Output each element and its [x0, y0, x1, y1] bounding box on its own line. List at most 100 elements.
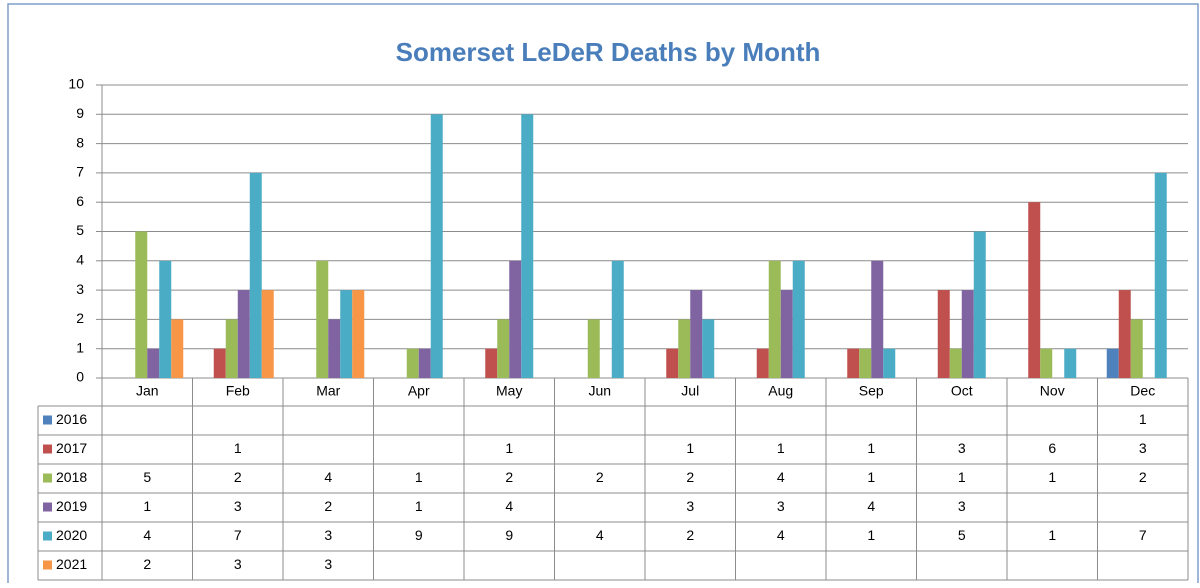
- x-tick-label: Nov: [1040, 383, 1065, 399]
- bar: [352, 290, 365, 378]
- table-value: 2: [686, 527, 694, 543]
- bar: [135, 231, 148, 378]
- bar: [1118, 290, 1131, 378]
- table-value: 1: [505, 440, 513, 456]
- table-value: 9: [505, 527, 513, 543]
- bar: [871, 260, 884, 378]
- table-value: 1: [143, 498, 151, 514]
- table-value: 6: [1048, 440, 1056, 456]
- y-tick-label: 6: [76, 193, 84, 209]
- bar: [702, 319, 715, 378]
- table-value: 1: [415, 469, 423, 485]
- y-tick-label: 4: [76, 252, 84, 268]
- legend-swatch: [43, 531, 52, 541]
- legend-label: 2021: [56, 556, 87, 572]
- y-tick-label: 10: [68, 76, 84, 92]
- table-value: 1: [867, 469, 875, 485]
- bar: [237, 290, 250, 378]
- table-value: 1: [867, 440, 875, 456]
- y-tick-label: 2: [76, 310, 84, 326]
- bar: [1154, 172, 1167, 378]
- table-value: 7: [234, 527, 242, 543]
- bar: [587, 319, 600, 378]
- x-tick-label: Dec: [1130, 383, 1155, 399]
- bar: [418, 348, 431, 378]
- legend-swatch: [43, 444, 52, 454]
- x-tick-label: Aug: [768, 383, 793, 399]
- table-value: 1: [777, 440, 785, 456]
- bar: [1028, 202, 1041, 378]
- bar: [316, 260, 329, 378]
- x-tick-label: Jun: [588, 383, 611, 399]
- legend-label: 2016: [56, 411, 87, 427]
- bar: [485, 348, 498, 378]
- x-tick-label: May: [496, 383, 522, 399]
- table-value: 4: [777, 469, 785, 485]
- table-value: 1: [234, 440, 242, 456]
- x-tick-label: Oct: [951, 383, 973, 399]
- bar: [756, 348, 769, 378]
- legend-swatch: [43, 415, 52, 425]
- legend-swatch: [43, 502, 52, 512]
- table-value: 3: [234, 498, 242, 514]
- bar: [666, 348, 679, 378]
- table-value: 1: [1048, 527, 1056, 543]
- bar: [611, 260, 624, 378]
- table-value: 1: [415, 498, 423, 514]
- y-tick-label: 5: [76, 222, 84, 238]
- bar: [261, 290, 274, 378]
- bar: [1040, 348, 1053, 378]
- table-value: 2: [324, 498, 332, 514]
- bar: [147, 348, 160, 378]
- table-value: 9: [415, 527, 423, 543]
- bar: [497, 319, 510, 378]
- table-value: 1: [1139, 411, 1147, 427]
- legend-swatch: [43, 560, 52, 570]
- bar: [792, 260, 805, 378]
- table-value: 2: [596, 469, 604, 485]
- bar: [949, 348, 962, 378]
- bar: [521, 114, 534, 379]
- y-tick-label: 8: [76, 134, 84, 150]
- table-value: 4: [324, 469, 332, 485]
- table-value: 1: [1048, 469, 1056, 485]
- bar: [678, 319, 691, 378]
- bar: [159, 260, 172, 378]
- bar: [406, 348, 419, 378]
- table-value: 4: [505, 498, 513, 514]
- legend-label: 2019: [56, 498, 87, 514]
- table-value: 5: [958, 527, 966, 543]
- bar: [509, 260, 522, 378]
- legend-swatch: [43, 473, 52, 483]
- x-tick-label: Jan: [136, 383, 159, 399]
- bar: [340, 290, 353, 378]
- bar: [171, 319, 184, 378]
- bar: [937, 290, 950, 378]
- table-value: 3: [958, 440, 966, 456]
- table-value: 3: [324, 527, 332, 543]
- table-value: 2: [234, 469, 242, 485]
- bar: [430, 114, 443, 379]
- legend-label: 2017: [56, 440, 87, 456]
- table-value: 1: [958, 469, 966, 485]
- bar: [1064, 348, 1077, 378]
- bar: [961, 290, 974, 378]
- table-value: 4: [143, 527, 151, 543]
- table-value: 7: [1139, 527, 1147, 543]
- y-tick-label: 3: [76, 281, 84, 297]
- legend-label: 2018: [56, 469, 87, 485]
- table-value: 5: [143, 469, 151, 485]
- table-value: 3: [958, 498, 966, 514]
- bar: [213, 348, 226, 378]
- table-value: 1: [867, 527, 875, 543]
- table-value: 3: [234, 556, 242, 572]
- x-tick-label: Jul: [681, 383, 699, 399]
- table-value: 2: [1139, 469, 1147, 485]
- bar: [859, 348, 872, 378]
- y-tick-label: 1: [76, 339, 84, 355]
- bar: [690, 290, 703, 378]
- y-tick-label: 7: [76, 164, 84, 180]
- bar: [780, 290, 793, 378]
